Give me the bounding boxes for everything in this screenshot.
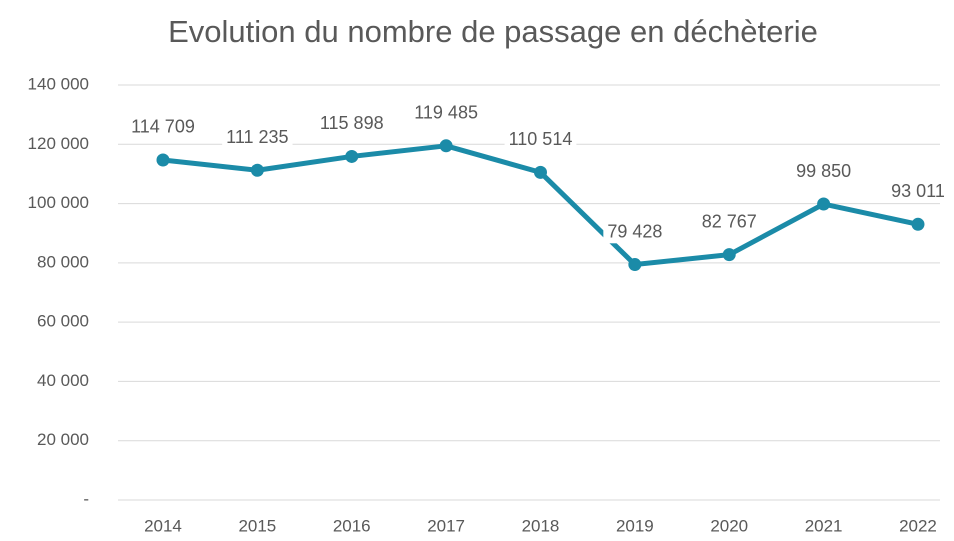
data-label-bg xyxy=(127,114,199,139)
point xyxy=(345,149,359,163)
data-label-bg xyxy=(504,127,577,152)
x-tick-label: 2014 xyxy=(144,516,182,535)
y-tick-label: 60 000 xyxy=(37,312,89,331)
y-tick-label: 80 000 xyxy=(37,252,89,271)
data-label-bg xyxy=(222,125,293,150)
point xyxy=(439,139,453,153)
x-tick-label: 2021 xyxy=(805,516,843,535)
x-tick-label: 2022 xyxy=(899,516,937,535)
data-label-bg xyxy=(887,179,949,204)
data-label-bg xyxy=(697,209,761,234)
y-tick-label: 40 000 xyxy=(37,371,89,390)
y-tick-label: 140 000 xyxy=(28,74,89,93)
data-label-bg xyxy=(792,158,856,183)
point xyxy=(817,197,831,211)
point xyxy=(911,217,925,231)
x-tick-label: 2020 xyxy=(710,516,748,535)
data-label: 93 011 xyxy=(891,181,945,201)
data-label: 111 235 xyxy=(226,127,288,147)
y-tick-label: - xyxy=(83,489,89,508)
point xyxy=(722,248,736,262)
data-label-bg xyxy=(603,219,667,244)
data-label: 79 428 xyxy=(607,221,662,241)
x-tick-label: 2016 xyxy=(333,516,371,535)
point xyxy=(250,163,264,177)
y-tick-label: 100 000 xyxy=(28,193,89,212)
data-label: 82 767 xyxy=(702,211,757,231)
data-label: 119 485 xyxy=(414,103,478,123)
chart-title: Evolution du nombre de passage en déchèt… xyxy=(168,14,818,49)
data-label: 115 898 xyxy=(320,113,384,133)
data-label: 114 709 xyxy=(131,117,195,137)
x-tick-label: 2018 xyxy=(522,516,560,535)
data-label-bg xyxy=(315,111,388,136)
x-tick-label: 2015 xyxy=(238,516,276,535)
x-tick-label: 2019 xyxy=(616,516,654,535)
y-tick-label: 120 000 xyxy=(28,134,89,153)
data-label: 99 850 xyxy=(796,161,851,181)
point xyxy=(156,153,170,167)
y-tick-label: 20 000 xyxy=(37,430,89,449)
point xyxy=(628,258,642,272)
x-tick-label: 2017 xyxy=(427,516,465,535)
data-label: 110 514 xyxy=(509,129,573,149)
data-label-bg xyxy=(410,100,482,125)
point xyxy=(533,165,547,179)
